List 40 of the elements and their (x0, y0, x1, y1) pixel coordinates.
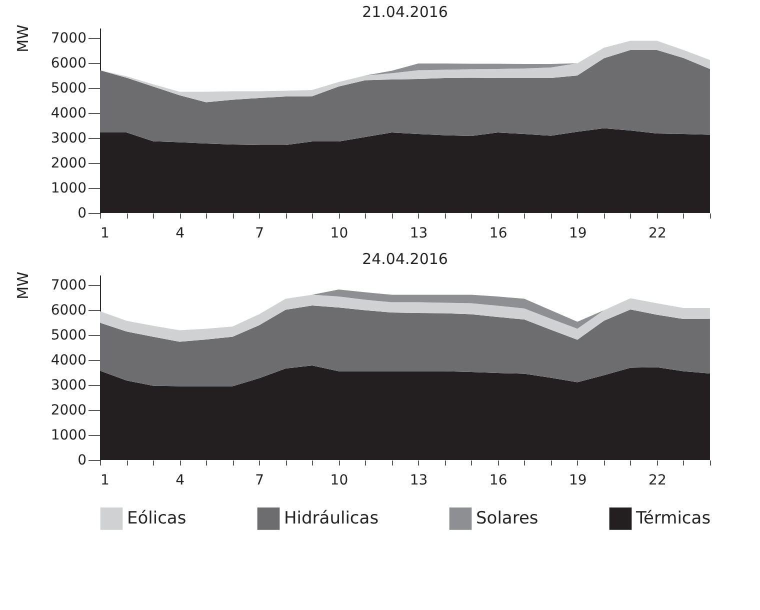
y-tick-label: 0 (78, 452, 86, 468)
y-tick-label: 7000 (50, 278, 86, 294)
legend-label: Hidráulicas (284, 508, 379, 529)
y-tick-label: 2000 (50, 402, 86, 418)
chart-title: 24.04.2016 (362, 250, 448, 268)
y-tick-label: 5000 (50, 80, 86, 96)
y-axis-title: MW (14, 24, 32, 52)
x-tick-label: 7 (255, 226, 264, 242)
y-tick-label: 1000 (50, 180, 86, 196)
x-tick-label: 19 (568, 226, 587, 242)
x-tick-label: 13 (410, 226, 428, 242)
y-tick-label: 7000 (50, 30, 86, 46)
y-axis-title: MW (14, 271, 32, 300)
x-tick-label: 1 (100, 226, 110, 242)
y-tick-label: 0 (78, 206, 86, 222)
x-tick-label: 16 (489, 472, 508, 488)
y-tick-label: 6000 (50, 56, 86, 72)
x-tick-label: 16 (489, 226, 508, 242)
x-tick-label: 4 (176, 472, 185, 488)
x-tick-label: 13 (410, 472, 428, 488)
x-tick-label: 10 (330, 226, 348, 242)
x-tick-label: 1 (100, 472, 110, 488)
y-tick-label: 6000 (50, 302, 86, 318)
x-tick-label: 19 (568, 472, 587, 488)
y-tick-label: 5000 (50, 328, 86, 344)
x-tick-label: 22 (648, 472, 666, 488)
y-tick-label: 3000 (50, 130, 86, 146)
x-tick-label: 4 (176, 226, 185, 242)
chart-title: 21.04.2016 (362, 3, 448, 22)
y-tick-label: 4000 (50, 106, 86, 122)
legend-label: Eólicas (127, 508, 186, 529)
x-tick-label: 7 (255, 472, 264, 488)
legend-label: Térmicas (635, 508, 711, 529)
y-tick-label: 1000 (50, 428, 86, 444)
y-tick-label: 4000 (50, 352, 86, 368)
x-tick-label: 10 (330, 472, 348, 488)
legend-label: Solares (476, 508, 538, 529)
x-tick-label: 22 (648, 226, 666, 242)
y-tick-label: 3000 (50, 378, 86, 394)
y-tick-label: 2000 (50, 156, 86, 172)
